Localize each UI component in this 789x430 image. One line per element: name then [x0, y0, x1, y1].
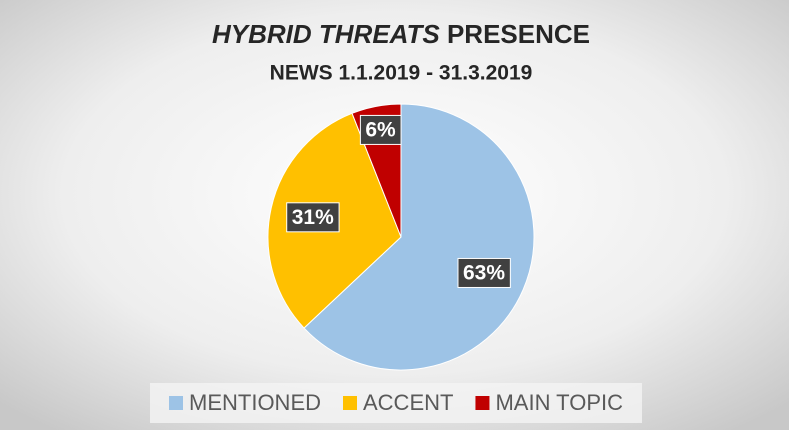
data-label-text: 63%	[463, 261, 505, 284]
data-label-box	[359, 114, 402, 145]
legend-label: ACCENT	[363, 390, 453, 415]
legend-swatch	[475, 396, 490, 410]
legend-box	[150, 383, 642, 423]
legend-swatch	[343, 396, 357, 410]
data-label-text: 6%	[365, 118, 396, 141]
data-label-box	[457, 257, 511, 288]
data-label-box	[286, 202, 340, 233]
data-label: 63%	[457, 257, 511, 288]
legend: MENTIONED ACCENT MAIN TOPIC	[169, 390, 623, 415]
data-label-text: 31%	[292, 206, 334, 229]
data-label: 6%	[359, 114, 402, 145]
data-label: 31%	[286, 202, 340, 233]
chart-subtitle: NEWS 1.1.2019 - 31.3.2019	[270, 62, 533, 85]
pie-slice	[303, 103, 535, 371]
legend-label: MAIN TOPIC	[495, 390, 623, 415]
legend-swatch	[169, 396, 183, 410]
chart-title: HYBRID THREATS PRESENCE	[212, 19, 590, 49]
legend-label: MENTIONED	[189, 390, 321, 415]
